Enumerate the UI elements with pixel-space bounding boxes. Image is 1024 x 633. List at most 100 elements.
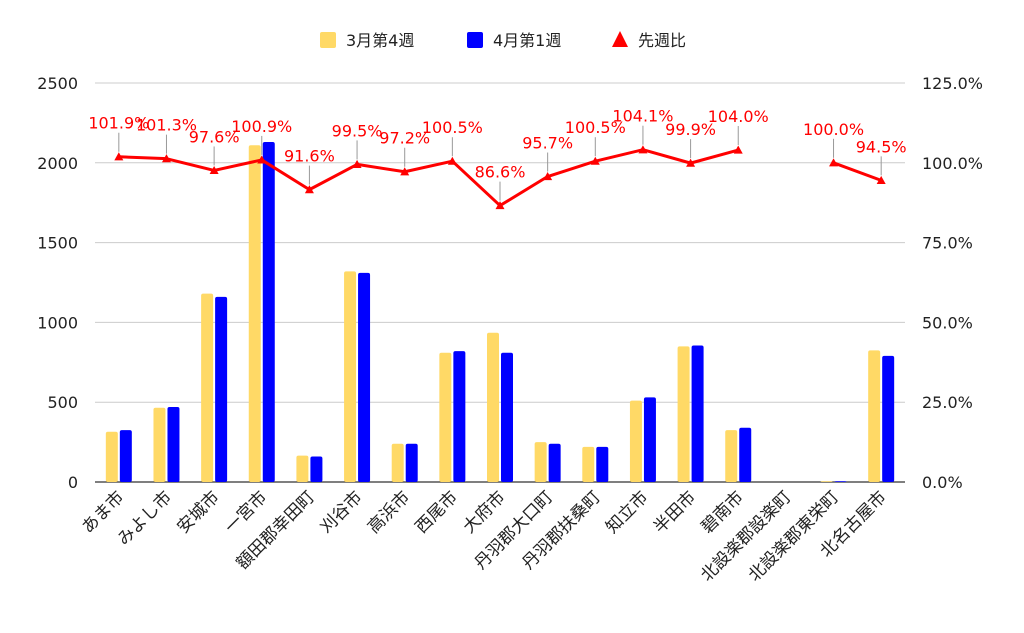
- bar: [487, 332, 499, 482]
- left-y-axis: 0 500 1000 1500 2000 2500: [37, 74, 78, 492]
- right-tick-label: 0.0%: [922, 473, 963, 492]
- category-label: 刈谷市: [316, 487, 366, 537]
- bar: [201, 293, 214, 482]
- category-label: 高浜市: [364, 487, 414, 537]
- bar: [262, 142, 275, 482]
- ratio-data-label: 99.9%: [665, 120, 716, 139]
- bar: [215, 296, 228, 482]
- bar: [534, 442, 547, 482]
- category-label: 半田市: [650, 487, 700, 537]
- ratio-data-label: 97.2%: [379, 129, 430, 148]
- ratio-line-segment: [118, 148, 739, 208]
- bar: [119, 430, 132, 482]
- bar: [548, 443, 561, 482]
- bar: [868, 350, 881, 482]
- legend-marker: [612, 31, 628, 47]
- bar: [453, 351, 466, 482]
- right-y-axis: 0.0% 25.0% 50.0% 75.0% 100.0% 125.0%: [922, 74, 983, 492]
- legend-label: 3月第4週: [346, 31, 414, 50]
- category-label: 安城市: [173, 487, 223, 537]
- ratio-data-label: 86.6%: [475, 163, 526, 182]
- bar: [501, 352, 513, 482]
- legend-marker: [320, 32, 336, 48]
- ratio-point: [304, 185, 314, 194]
- ratio-data-label: 99.5%: [332, 121, 383, 140]
- legend-label: 先週比: [638, 31, 686, 50]
- ratio-data-label: 91.6%: [284, 147, 335, 166]
- ratio-point: [209, 165, 219, 175]
- legend-label: 4月第1週: [493, 31, 561, 50]
- legend-marker: [467, 32, 483, 48]
- bar: [739, 427, 752, 482]
- bar: [643, 397, 656, 482]
- ratio-line: [114, 145, 886, 210]
- ratio-data-label: 97.6%: [189, 127, 240, 146]
- bar: [358, 272, 371, 482]
- ratio-data-labels: 101.9%101.3%97.6%100.9%91.6%99.5%97.2%10…: [88, 107, 907, 201]
- ratio-point: [686, 158, 696, 167]
- bar: [629, 400, 642, 482]
- bar: [677, 346, 690, 482]
- left-tick-label: 0: [68, 473, 78, 492]
- ratio-point: [733, 145, 743, 154]
- bar: [344, 271, 357, 482]
- ratio-point: [257, 155, 267, 164]
- bars: [105, 142, 895, 482]
- left-tick-label: 2500: [37, 74, 78, 93]
- ratio-point: [590, 156, 600, 165]
- bar: [596, 446, 609, 482]
- ratio-data-label: 95.7%: [522, 134, 573, 153]
- ratio-point: [161, 154, 171, 163]
- ratio-data-label: 100.5%: [565, 118, 626, 137]
- ratio-line-segment: [833, 161, 882, 182]
- ratio-point: [829, 158, 839, 167]
- ratio-data-label: 100.0%: [803, 120, 864, 139]
- ratio-point: [352, 159, 362, 168]
- bar: [310, 456, 323, 482]
- ratio-point: [495, 201, 505, 210]
- left-tick-label: 500: [47, 393, 78, 412]
- ratio-point: [543, 172, 553, 181]
- bar: [296, 455, 309, 482]
- ratio-data-label: 100.9%: [231, 117, 292, 136]
- bar: [582, 446, 595, 482]
- bar: [391, 443, 404, 482]
- category-label: 知立市: [602, 487, 652, 537]
- ratio-data-label: 101.3%: [136, 116, 197, 135]
- left-tick-label: 1500: [37, 234, 78, 253]
- ratio-data-label: 101.9%: [88, 114, 149, 133]
- ratio-data-label: 104.0%: [708, 107, 769, 126]
- bar: [405, 443, 418, 482]
- right-tick-label: 25.0%: [922, 393, 973, 412]
- ratio-point: [114, 152, 124, 161]
- x-axis: あま市みよし市安城市一宮市額田郡幸田町刈谷市高浜市西尾市大府市丹羽郡大口町丹羽郡…: [78, 487, 891, 585]
- bar: [834, 481, 847, 482]
- gridlines: [95, 82, 905, 483]
- ratio-data-label: 94.5%: [856, 137, 907, 156]
- left-tick-label: 1000: [37, 313, 78, 332]
- right-tick-label: 100.0%: [922, 154, 983, 173]
- ratio-data-label: 104.1%: [612, 107, 673, 126]
- bar: [882, 355, 895, 482]
- legend: 3月第4週 4月第1週 先週比: [320, 31, 686, 50]
- bar: [248, 145, 261, 482]
- category-label: 西尾市: [412, 487, 462, 537]
- right-tick-label: 125.0%: [922, 74, 983, 93]
- left-tick-label: 2000: [37, 154, 78, 173]
- right-tick-label: 75.0%: [922, 234, 973, 253]
- ratio-point: [447, 156, 457, 165]
- bar: [105, 431, 118, 482]
- ratio-point: [638, 145, 648, 154]
- bar: [691, 345, 704, 482]
- bar: [725, 430, 738, 482]
- bar: [820, 481, 833, 482]
- ratio-point: [876, 175, 886, 184]
- bar: [439, 352, 452, 482]
- bar: [167, 406, 180, 482]
- right-tick-label: 50.0%: [922, 313, 973, 332]
- bar: [153, 407, 166, 482]
- ratio-point: [400, 167, 410, 176]
- ratio-data-label: 100.5%: [422, 118, 483, 137]
